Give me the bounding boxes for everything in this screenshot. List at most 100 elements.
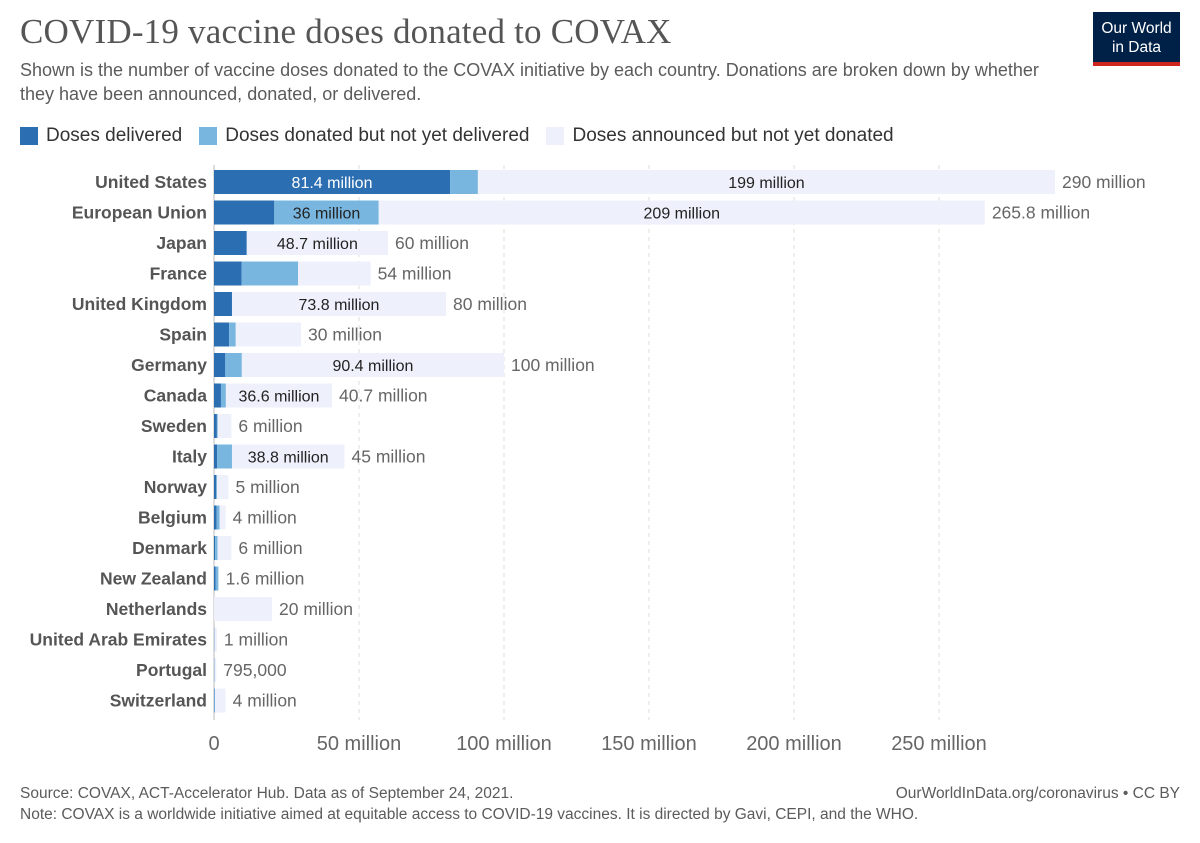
segment-label-united-kingdom: 73.8 million — [299, 297, 380, 314]
bar-segment-sweden-doses-announced-but-not-yet-donated — [217, 414, 232, 438]
category-label-united-arab-emirates: United Arab Emirates — [30, 630, 208, 650]
bar-segment-france-doses-announced-but-not-yet-donated — [298, 261, 371, 286]
bar-segment-germany-doses-donated-but-not-yet-delivered — [225, 353, 242, 377]
bar-segment-netherlands-doses-announced-but-not-yet-donated — [214, 597, 272, 621]
bar-segment-germany-doses-delivered — [214, 353, 226, 377]
bar-segment-japan-doses-delivered — [214, 231, 247, 255]
source-note: Source: COVAX, ACT-Accelerator Hub. Data… — [20, 785, 514, 802]
owid-logo[interactable]: Our World in Data — [1093, 12, 1180, 66]
x-tick-label: 0 — [208, 733, 219, 755]
total-label-portugal: 795,000 — [223, 660, 287, 680]
legend-swatch-delivered — [20, 127, 38, 145]
segment-label-european-union: 209 million — [644, 206, 720, 223]
category-label-sweden: Sweden — [141, 416, 207, 436]
logo-line-1: Our World — [1101, 20, 1172, 37]
total-label-new-zealand: 1.6 million — [226, 569, 305, 589]
x-tick-label: 50 million — [317, 733, 401, 755]
category-label-spain: Spain — [159, 325, 207, 345]
x-tick-label: 100 million — [456, 733, 552, 755]
chart-subtitle: Shown is the number of vaccine doses don… — [20, 60, 1039, 104]
bar-segment-new-zealand-doses-delivered — [214, 566, 216, 591]
total-label-european-union: 265.8 million — [992, 203, 1090, 223]
segment-label-united-states: 81.4 million — [292, 175, 373, 192]
total-label-italy: 45 million — [352, 447, 426, 467]
category-label-canada: Canada — [144, 386, 207, 406]
category-label-norway: Norway — [144, 477, 207, 497]
x-tick-label: 250 million — [891, 733, 987, 755]
total-label-japan: 60 million — [395, 233, 469, 253]
bar-segment-united-kingdom-doses-announced-but-not-yet-donated — [231, 292, 446, 316]
total-label-belgium: 4 million — [233, 508, 297, 528]
chart-title: COVID-19 vaccine doses donated to COVAX — [20, 12, 672, 51]
segment-label-united-states: 199 million — [728, 175, 804, 192]
legend-label-donated: Doses donated but not yet delivered — [225, 125, 530, 146]
category-label-portugal: Portugal — [136, 660, 207, 680]
category-label-switzerland: Switzerland — [110, 691, 207, 711]
x-tick-label: 200 million — [746, 733, 842, 755]
bar-segment-belgium-doses-announced-but-not-yet-donated — [219, 505, 226, 530]
bar-segment-belgium-doses-donated-but-not-yet-delivered — [216, 505, 220, 530]
credit-link[interactable]: OurWorldInData.org/coronavirus • CC BY — [895, 785, 1180, 802]
category-label-united-states: United States — [95, 172, 207, 192]
legend-label-announced: Doses announced but not yet donated — [572, 125, 894, 146]
bar-segment-norway-doses-announced-but-not-yet-donated — [216, 475, 229, 499]
x-tick-label: 150 million — [601, 733, 697, 755]
bar-segment-spain-doses-donated-but-not-yet-delivered — [229, 322, 236, 347]
bar-chart: 0 50 million 100 million 150 million 200 mil… — [30, 165, 1146, 755]
legend-item-delivered[interactable]: Doses delivered — [20, 125, 182, 147]
legend-swatch-donated — [199, 127, 218, 145]
bar-segment-canada-doses-announced-but-not-yet-donated — [225, 383, 333, 408]
total-label-germany: 100 million — [511, 355, 595, 375]
bar-segment-spain-doses-delivered — [214, 322, 230, 347]
bar-segment-united-kingdom-doses-delivered — [214, 292, 232, 316]
bar-segment-italy-doses-donated-but-not-yet-delivered — [217, 444, 232, 469]
bar-segment-spain-doses-announced-but-not-yet-donated — [235, 322, 301, 347]
category-label-netherlands: Netherlands — [106, 599, 207, 619]
bar-segment-portugal-doses-announced-but-not-yet-donated — [214, 658, 217, 682]
bar-segment-new-zealand-doses-donated-but-not-yet-delivered — [215, 566, 219, 591]
category-label-new-zealand: New Zealand — [100, 569, 207, 589]
bar-segment-denmark-doses-announced-but-not-yet-donated — [217, 536, 232, 560]
category-label-belgium: Belgium — [138, 508, 207, 528]
bar-segment-switzerland-doses-donated-but-not-yet-delivered — [214, 688, 216, 713]
bar-segment-germany-doses-announced-but-not-yet-donated — [241, 353, 504, 377]
category-label-germany: Germany — [131, 355, 207, 375]
bar-segment-new-zealand-doses-announced-but-not-yet-donated — [218, 566, 220, 591]
bar-segment-norway-doses-donated-but-not-yet-delivered — [216, 475, 218, 499]
bar-segment-european-union-doses-delivered — [214, 200, 275, 225]
bar-segment-denmark-doses-delivered — [214, 536, 216, 560]
bar-segment-canada-doses-donated-but-not-yet-delivered — [220, 383, 226, 408]
legend-item-donated[interactable]: Doses donated but not yet delivered — [199, 125, 529, 147]
total-label-united-kingdom: 80 million — [453, 294, 527, 314]
bar-segment-italy-doses-announced-but-not-yet-donated — [231, 444, 345, 469]
legend-item-announced[interactable]: Doses announced but not yet donated — [546, 125, 894, 147]
category-label-european-union: European Union — [72, 203, 207, 223]
bar-segment-sweden-doses-delivered — [214, 414, 217, 438]
bar-segment-united-arab-emirates-doses-announced-but-not-yet-donated — [214, 627, 217, 652]
segment-label-italy: 38.8 million — [248, 450, 329, 467]
category-label-france: France — [150, 264, 208, 284]
bar-segment-denmark-doses-donated-but-not-yet-delivered — [215, 536, 218, 560]
segment-label-japan: 48.7 million — [277, 236, 358, 253]
segment-label-european-union: 36 million — [293, 206, 361, 223]
bar-segment-united-states-doses-announced-but-not-yet-donated — [477, 170, 1055, 194]
total-label-france: 54 million — [378, 264, 452, 284]
bar-segment-european-union-doses-announced-but-not-yet-donated — [378, 200, 985, 225]
bar-segment-united-states-doses-donated-but-not-yet-delivered — [450, 170, 478, 194]
total-label-spain: 30 million — [308, 325, 382, 345]
total-label-canada: 40.7 million — [339, 386, 428, 406]
bar-segment-france-doses-delivered — [214, 261, 242, 286]
logo-line-2: in Data — [1111, 39, 1162, 56]
total-label-united-states: 290 million — [1062, 172, 1146, 192]
total-label-netherlands: 20 million — [279, 599, 353, 619]
total-label-united-arab-emirates: 1 million — [224, 630, 288, 650]
bar-segment-italy-doses-delivered — [214, 444, 218, 469]
category-label-denmark: Denmark — [132, 538, 207, 558]
total-label-norway: 5 million — [236, 477, 300, 497]
bar-segment-france-doses-donated-but-not-yet-delivered — [241, 261, 299, 286]
bar-segment-united-states-doses-delivered — [214, 170, 451, 194]
total-label-denmark: 6 million — [238, 538, 302, 558]
bar-segment-sweden-doses-donated-but-not-yet-delivered — [216, 414, 218, 438]
total-label-sweden: 6 million — [238, 416, 302, 436]
footnote: Note: COVAX is a worldwide initiative ai… — [20, 806, 919, 823]
